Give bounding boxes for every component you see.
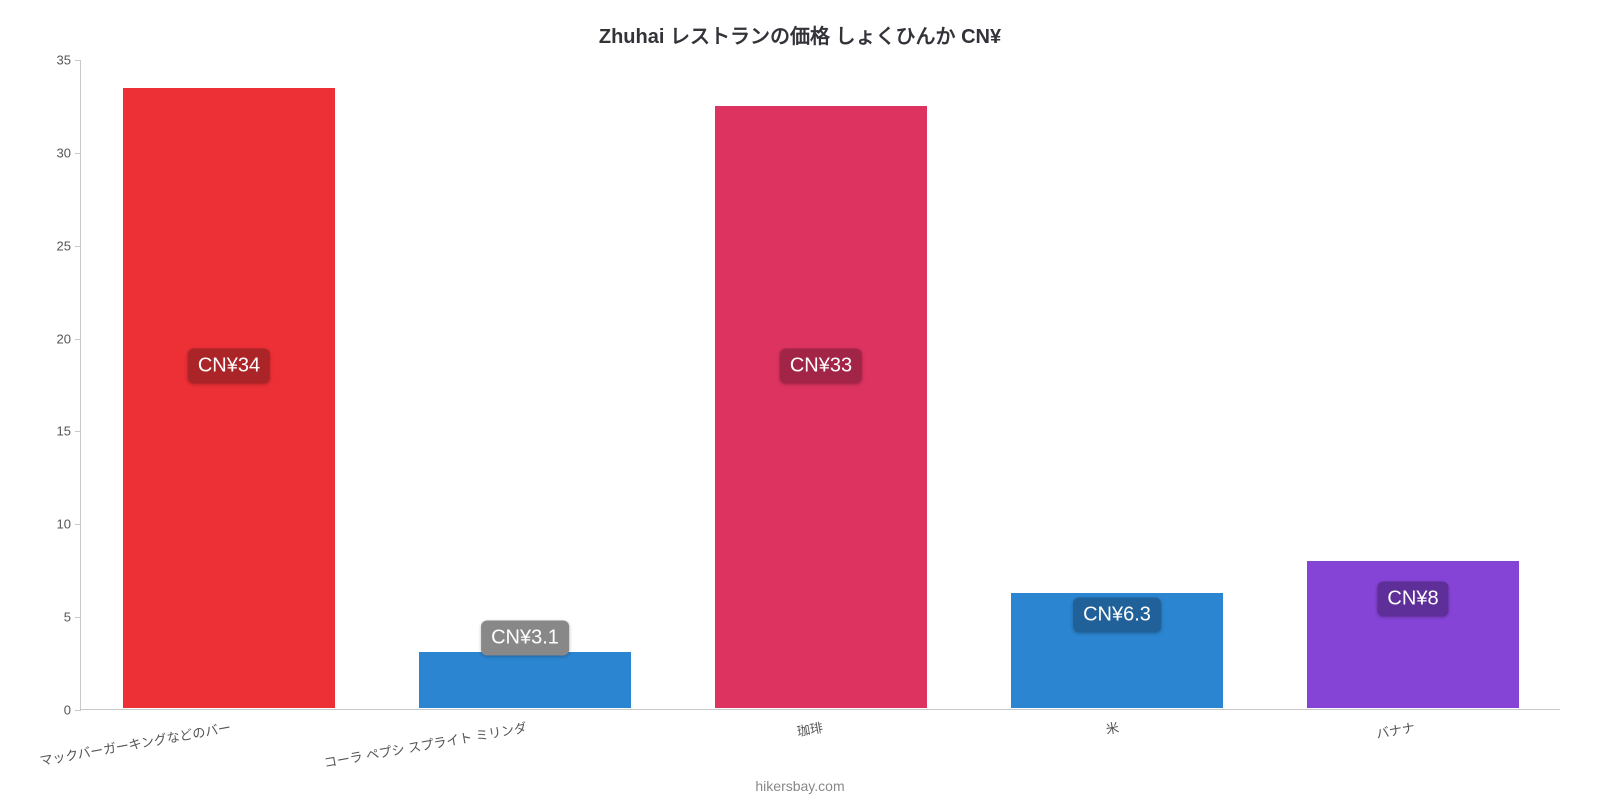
y-tick-mark [75,339,81,340]
y-tick-label: 10 [31,517,71,532]
y-tick-mark [75,60,81,61]
y-tick-label: 5 [31,610,71,625]
x-tick-label: マックバーガーキングなどのバー [38,717,232,769]
y-tick-label: 15 [31,424,71,439]
x-tick-label: コーラ ペプシ スプライト ミリンダ [322,717,528,771]
y-tick-mark [75,710,81,711]
y-tick-mark [75,153,81,154]
chart-credit: hikersbay.com [0,778,1600,794]
y-tick-label: 25 [31,238,71,253]
bar [418,651,631,709]
x-tick-label: 珈琲 [795,717,824,740]
bar-value-badge: CN¥33 [780,349,862,384]
y-tick-mark [75,431,81,432]
bar-value-badge: CN¥3.1 [481,620,569,655]
chart-title: Zhuhai レストランの価格 しょくひんか CN¥ [0,0,1600,49]
y-tick-label: 20 [31,331,71,346]
bar [714,105,927,709]
bar [122,87,335,709]
y-tick-label: 0 [31,703,71,718]
x-tick-label: バナナ [1375,717,1417,742]
plot-area: 05101520253035CN¥34マックバーガーキングなどのバーCN¥3.1… [80,60,1560,710]
bar-value-badge: CN¥34 [188,349,270,384]
bar-chart: Zhuhai レストランの価格 しょくひんか CN¥ 0510152025303… [0,0,1600,800]
x-tick-label: 米 [1104,717,1120,738]
y-tick-label: 35 [31,53,71,68]
bar-value-badge: CN¥6.3 [1073,598,1161,633]
y-tick-label: 30 [31,145,71,160]
y-tick-mark [75,524,81,525]
bar-value-badge: CN¥8 [1377,581,1448,616]
y-tick-mark [75,617,81,618]
y-tick-mark [75,246,81,247]
